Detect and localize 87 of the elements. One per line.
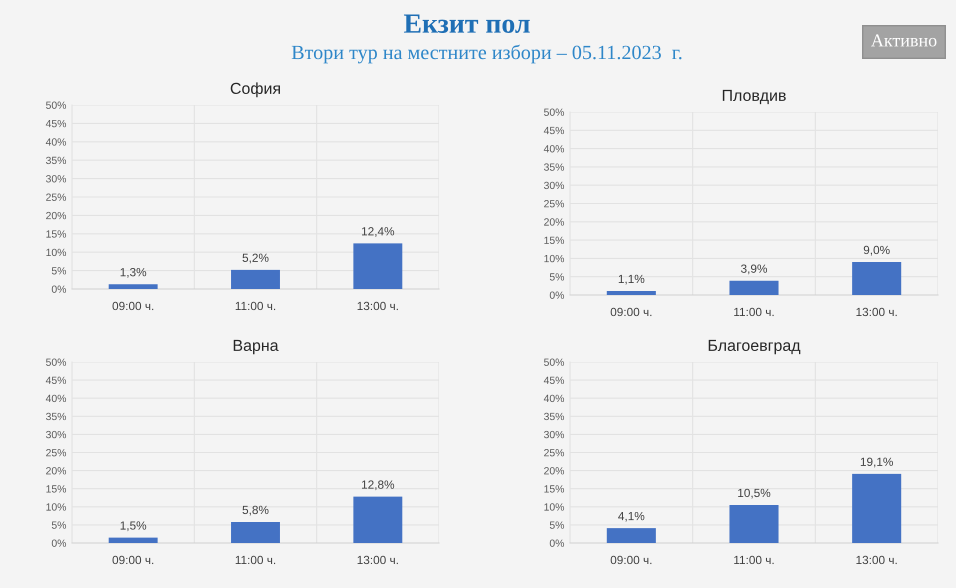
- data-label: 4,1%: [618, 512, 644, 522]
- x-tick-label: 11:00 ч.: [236, 556, 276, 564]
- y-tick-label: 45%: [46, 120, 66, 128]
- y-tick-label: 5%: [52, 267, 66, 274]
- y-tick-label: 20%: [544, 467, 564, 474]
- y-tick-label: 40%: [544, 145, 564, 152]
- bar: [729, 280, 779, 295]
- text: Екзит пол: [404, 14, 530, 33]
- chart-title: Пловдив: [722, 90, 786, 104]
- y-tick-label: 15%: [544, 236, 564, 244]
- x-tick-label: 09:00 ч.: [112, 556, 154, 564]
- y-tick-label: 45%: [544, 126, 564, 134]
- y-tick-label: 20%: [544, 218, 564, 226]
- data-label: 5,2%: [242, 254, 269, 264]
- bar: [729, 504, 779, 543]
- bar: [353, 496, 402, 543]
- y-tick-label: 0%: [550, 540, 564, 547]
- bar: [852, 262, 902, 295]
- data-label: 1,1%: [618, 274, 644, 284]
- x-tick-label: 13:00 ч.: [856, 308, 897, 316]
- y-tick-label: 40%: [46, 138, 66, 146]
- y-tick-label: 50%: [544, 358, 564, 366]
- x-tick-label: 13:00 ч.: [358, 556, 398, 564]
- y-tick-label: 10%: [46, 248, 66, 256]
- y-tick-label: 40%: [544, 394, 564, 402]
- bar: [231, 522, 280, 543]
- y-tick-label: 0%: [550, 292, 564, 299]
- y-tick-label: 35%: [544, 412, 564, 420]
- bar: [852, 474, 902, 543]
- bar: [108, 538, 158, 543]
- y-tick-label: 15%: [46, 485, 66, 493]
- y-tick-label: 50%: [544, 108, 564, 116]
- data-label: 12,4%: [362, 227, 394, 237]
- y-tick-label: 40%: [46, 394, 66, 402]
- text: Втори тур на местните избори – 05.11.2023 г.: [292, 44, 682, 64]
- y-tick-label: 35%: [544, 163, 564, 171]
- x-tick-label: 09:00 ч.: [610, 308, 652, 316]
- y-tick-label: 25%: [544, 449, 564, 456]
- y-tick-label: 30%: [46, 175, 66, 182]
- bar: [606, 528, 656, 543]
- y-tick-label: 45%: [46, 376, 66, 384]
- y-tick-label: 10%: [46, 503, 66, 511]
- y-tick-label: 0%: [52, 286, 66, 293]
- data-label: 19,1%: [860, 458, 893, 468]
- y-tick-label: 35%: [46, 156, 66, 164]
- data-label: 12,8%: [362, 480, 394, 490]
- x-tick-label: 11:00 ч.: [734, 556, 774, 564]
- y-tick-label: 30%: [544, 182, 564, 190]
- bar: [606, 290, 656, 295]
- y-tick-label: 50%: [46, 102, 66, 109]
- x-tick-label: 09:00 ч.: [610, 556, 652, 564]
- y-tick-label: 5%: [52, 521, 66, 529]
- data-label: 3,9%: [740, 264, 768, 274]
- data-label: 10,5%: [738, 488, 770, 498]
- y-tick-label: 25%: [544, 200, 564, 208]
- bar: [353, 243, 402, 289]
- data-label: 9,0%: [864, 246, 890, 256]
- bar: [108, 284, 158, 289]
- x-tick-label: 09:00 ч.: [112, 302, 154, 310]
- x-tick-label: 13:00 ч.: [358, 302, 398, 310]
- y-tick-label: 10%: [544, 503, 564, 511]
- x-tick-label: 11:00 ч.: [236, 302, 276, 310]
- y-tick-label: 5%: [550, 273, 564, 281]
- y-tick-label: 25%: [46, 449, 66, 456]
- chart-title: София: [230, 82, 280, 98]
- y-tick-label: 50%: [46, 358, 66, 366]
- bar: [231, 270, 280, 289]
- chart-title: Варна: [234, 340, 279, 354]
- y-tick-label: 5%: [550, 521, 564, 529]
- y-tick-label: 25%: [46, 194, 66, 201]
- y-tick-label: 15%: [46, 230, 66, 238]
- y-tick-label: 20%: [46, 212, 66, 220]
- text: Активно: [871, 34, 936, 47]
- data-label: 1,3%: [120, 268, 146, 278]
- y-tick-label: 35%: [46, 412, 66, 420]
- y-tick-label: 30%: [544, 430, 564, 438]
- data-label: 5,8%: [242, 506, 269, 516]
- y-tick-label: 0%: [52, 540, 66, 547]
- chart-title: Благоевград: [708, 340, 800, 354]
- y-tick-label: 15%: [544, 485, 564, 493]
- x-tick-label: 11:00 ч.: [734, 308, 774, 316]
- y-tick-label: 20%: [46, 467, 66, 474]
- data-label: 1,5%: [120, 521, 146, 532]
- y-tick-label: 10%: [544, 254, 564, 262]
- y-tick-label: 45%: [544, 376, 564, 384]
- y-tick-label: 30%: [46, 430, 66, 438]
- x-tick-label: 13:00 ч.: [856, 556, 897, 564]
